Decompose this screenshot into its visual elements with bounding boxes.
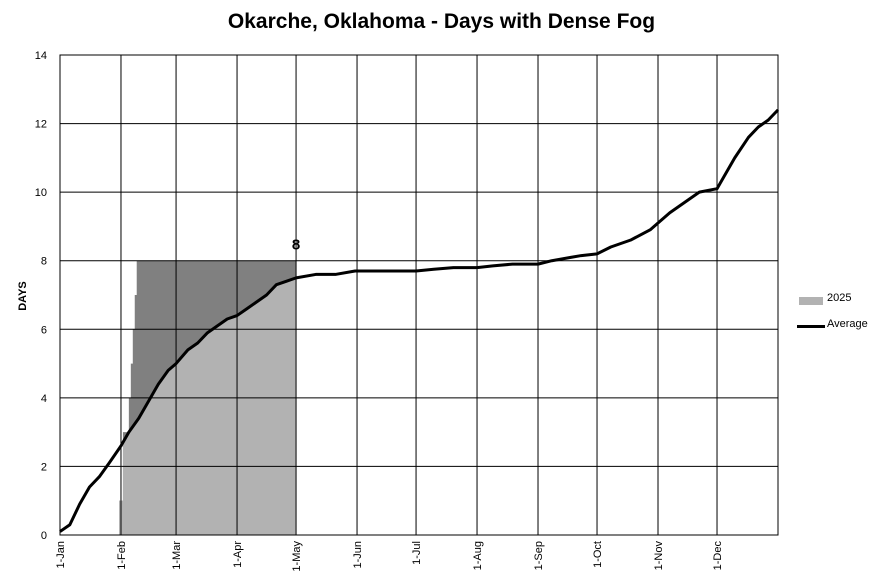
- current-value-annotation: 8: [292, 237, 300, 254]
- x-tick-label: 1-Dec: [712, 541, 724, 571]
- average-line: [59, 108, 780, 533]
- x-tick-label: 1-Oct: [592, 541, 604, 568]
- legend-label-average: Average: [827, 318, 868, 330]
- x-tick-label: 1-Apr: [232, 541, 244, 568]
- x-tick-label: 1-Feb: [116, 541, 128, 570]
- chart-title: Okarche, Oklahoma - Days with Dense Fog: [227, 10, 656, 33]
- legend-swatch-average: [797, 325, 825, 328]
- y-tick-label: 4: [41, 393, 47, 405]
- plot-frame: [59, 54, 779, 536]
- y-tick-label: 8: [41, 256, 47, 268]
- x-tick-label: 1-Mar: [171, 541, 183, 570]
- x-tick-label: 1-May: [291, 541, 303, 572]
- y-tick-label: 14: [35, 50, 47, 62]
- y-tick-label: 2: [41, 461, 47, 473]
- legend-swatch-2025: [799, 297, 823, 305]
- y-tick-label: 0: [41, 530, 47, 542]
- x-tick-label: 1-Jul: [411, 541, 423, 565]
- y-tick-label: 10: [35, 187, 47, 199]
- x-tick-label: 1-Jun: [352, 541, 364, 569]
- legend-label-2025: 2025: [827, 292, 852, 304]
- y-tick-label: 12: [35, 119, 47, 131]
- x-tick-label: 1-Aug: [472, 541, 484, 570]
- x-tick-label: 1-Sep: [533, 541, 545, 570]
- y-axis-label: DAYS: [17, 281, 29, 311]
- x-tick-label: 1-Jan: [55, 541, 67, 569]
- y-tick-label: 6: [41, 324, 47, 336]
- x-tick-label: 1-Nov: [653, 541, 665, 571]
